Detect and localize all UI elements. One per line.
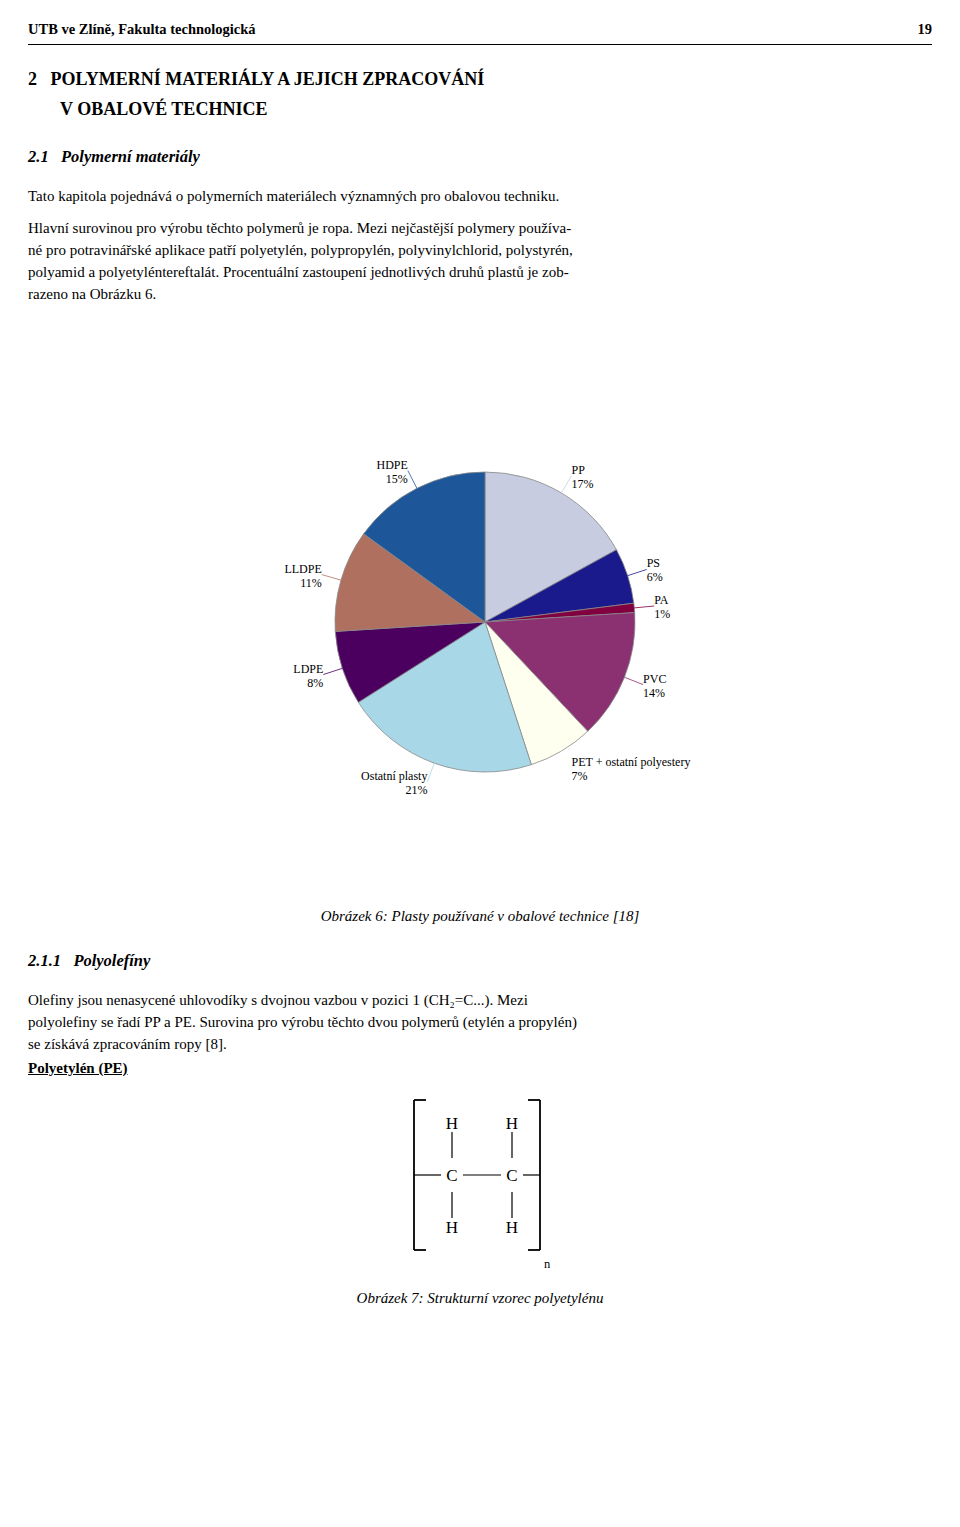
svg-text:LLDPE11%: LLDPE11% <box>284 562 321 590</box>
svg-text:PS6%: PS6% <box>647 556 663 584</box>
svg-text:C: C <box>446 1166 457 1185</box>
svg-text:Ostatní plasty21%: Ostatní plasty21% <box>361 769 427 797</box>
html-text:Hlavní surovinou pro výrobu tě: Hlavní surovinou pro výrobu těchto polym… <box>28 220 572 236</box>
html-text:razeno na Obrázku 6.: razeno na Obrázku 6. <box>28 286 157 302</box>
html-text:né pro potravinářské aplikace: né pro potravinářské aplikace patří poly… <box>28 242 573 258</box>
svg-text:n: n <box>544 1257 551 1271</box>
html-text:V OBALOVÉ TECHNICE: V OBALOVÉ TECHNICE <box>60 99 268 119</box>
svg-text:PVC14%: PVC14% <box>643 672 666 700</box>
html-text:Olefiny jsou nenasycené uhlovo: Olefiny jsou nenasycené uhlovodíky s dvo… <box>28 992 528 1008</box>
svg-text:PP17%: PP17% <box>572 463 594 491</box>
svg-text:PET + ostatní polyestery7%: PET + ostatní polyestery7% <box>572 755 691 783</box>
html-text:Tato kapitola pojednává o poly: Tato kapitola pojednává o polymerních ma… <box>28 188 560 204</box>
html-text:se získává zpracováním ropy [8: se získává zpracováním ropy [8]. <box>28 1036 227 1052</box>
svg-text:PA1%: PA1% <box>654 593 670 621</box>
svg-text:H: H <box>446 1218 458 1237</box>
svg-text:HDPE15%: HDPE15% <box>376 458 407 486</box>
svg-text:LDPE8%: LDPE8% <box>293 662 323 690</box>
svg-text:H: H <box>506 1218 518 1237</box>
html-text:Obrázek 7: Strukturní vzorec p: Obrázek 7: Strukturní vzorec polyetylénu <box>356 1290 604 1306</box>
html-text:Polyetylén (PE): Polyetylén (PE) <box>28 1060 128 1076</box>
html-text:19: 19 <box>917 21 932 37</box>
svg-text:H: H <box>506 1114 518 1133</box>
html-text:polyamid a polyetyléntereftalá: polyamid a polyetyléntereftalát. Procent… <box>28 264 569 280</box>
html-text:polyolefiny se řadí PP a PE. S: polyolefiny se řadí PP a PE. Surovina pr… <box>28 1014 577 1030</box>
html-text:UTB ve Zlíně, Fakulta technolo: UTB ve Zlíně, Fakulta technologická <box>28 21 256 37</box>
html-text:2.1.1 Polyolefíny: 2.1.1 Polyolefíny <box>28 951 151 970</box>
svg-text:C: C <box>506 1166 517 1185</box>
html-text:2.1 Polymerní materiály: 2.1 Polymerní materiály <box>28 147 200 166</box>
html-text:2 POLYMERNÍ MATERIÁLY A JEJICH: 2 POLYMERNÍ MATERIÁLY A JEJICH ZPRACOVÁN… <box>28 69 485 89</box>
html-text:Obrázek 6: Plasty používané v: Obrázek 6: Plasty používané v obalové te… <box>320 908 640 924</box>
svg-text:H: H <box>446 1114 458 1133</box>
